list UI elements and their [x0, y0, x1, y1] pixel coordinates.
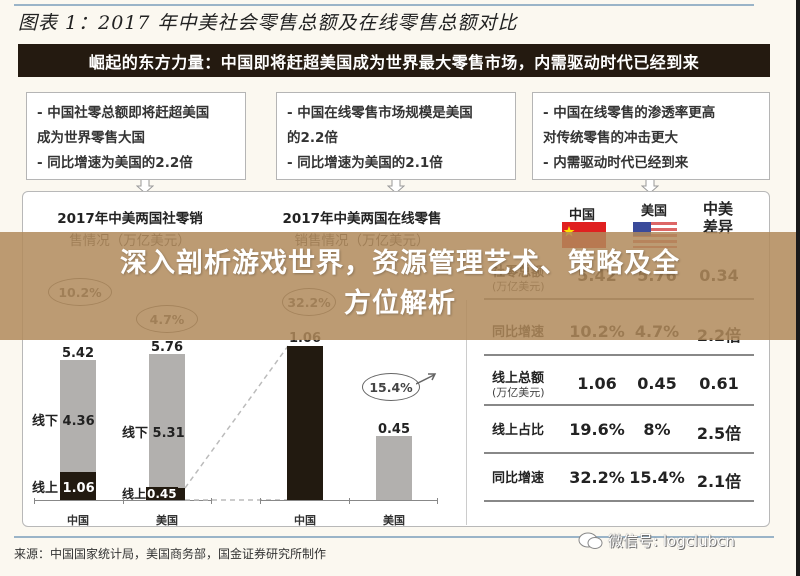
- growth-bubble-usa-online: 15.4%: [362, 373, 420, 401]
- figure-title: 图表 1：2017 年中美社会零售总额及在线零售总额对比: [18, 12, 518, 34]
- table-header-china: 中国: [568, 208, 595, 223]
- point-line: - 内需驱动时代已经到来: [543, 155, 689, 171]
- table-header-diff: 中美 差异: [702, 200, 733, 236]
- point-line: - 同比增速为美国的2.2倍: [37, 155, 193, 171]
- table-row: 线上总额 (万亿美元) 1.06 0.45 0.61: [484, 360, 754, 406]
- headline-banner: 崛起的东方力量：中国即将赶超美国成为世界最大零售市场，内需驱动时代已经到来: [18, 44, 770, 77]
- arrow-icon: [416, 373, 437, 385]
- point-line: 的2.2倍: [287, 130, 338, 146]
- point-line: - 中国社零总额即将赶超美国: [37, 105, 210, 121]
- seg-label-online-china: 线上 1.06: [32, 481, 95, 496]
- source-rule: [14, 536, 774, 538]
- point-box-1: - 中国社零总额即将赶超美国 成为世界零售大国 - 同比增速为美国的2.2倍: [26, 92, 246, 180]
- dashed-connector: [185, 345, 289, 501]
- point-line: - 中国在线零售市场规模是美国: [287, 105, 473, 121]
- overlay-title: 深入剖析游戏世界，资源管理艺术、策略及全 方位解析: [120, 248, 680, 319]
- axis-tick: [437, 498, 438, 504]
- divider: [466, 300, 467, 525]
- top-rule: [14, 4, 754, 6]
- bar-offline-usa: [149, 354, 185, 488]
- axis-tick: [211, 498, 212, 504]
- table-header-usa: 美国: [640, 204, 667, 219]
- seg-label-offline-usa: 线下 5.31: [122, 426, 185, 441]
- bar-online-total-usa: [376, 436, 412, 500]
- wechat-icon: [578, 532, 603, 549]
- axis-tick: [260, 498, 261, 504]
- category-label: 美国: [156, 514, 178, 527]
- point-box-3: - 中国在线零售的渗透率更高 对传统零售的冲击更大 - 内需驱动时代已经到来: [532, 92, 770, 180]
- point-box-2: - 中国在线零售市场规模是美国 的2.2倍 - 同比增速为美国的2.1倍: [276, 92, 516, 180]
- bar-online-total-china: [287, 346, 323, 500]
- point-line: - 中国在线零售的渗透率更高: [543, 105, 716, 121]
- axis-tick: [123, 498, 124, 504]
- seg-label-offline-china: 线下 4.36: [32, 414, 95, 429]
- watermark: 微信号: logclubcn: [578, 530, 735, 551]
- category-label: 美国: [383, 514, 405, 527]
- right-edge: [796, 0, 800, 576]
- point-line: 对传统零售的冲击更大: [543, 130, 678, 146]
- total-label-china: 5.42: [61, 346, 95, 361]
- bar-offline-china: [60, 360, 96, 472]
- online-label-usa: 0.45: [377, 422, 411, 437]
- category-label: 中国: [67, 514, 89, 527]
- bar-online-china: [60, 472, 96, 500]
- title-overlay: [0, 232, 800, 340]
- point-line: - 同比增速为美国的2.1倍: [287, 155, 443, 171]
- total-label-usa: 5.76: [150, 340, 184, 355]
- table-row: 线上占比 19.6% 8% 2.5倍: [484, 408, 754, 454]
- point-line: 成为世界零售大国: [37, 130, 145, 146]
- category-label: 中国: [294, 514, 316, 527]
- seg-label-online-usa: 线上0.45: [122, 487, 178, 501]
- axis-tick: [349, 498, 350, 504]
- table-row: 同比增速 32.2% 15.4% 2.1倍: [484, 456, 754, 502]
- axis-tick: [34, 498, 35, 504]
- source-note: 来源：中国国家统计局，美国商务部，国金证券研究所制作: [14, 547, 327, 561]
